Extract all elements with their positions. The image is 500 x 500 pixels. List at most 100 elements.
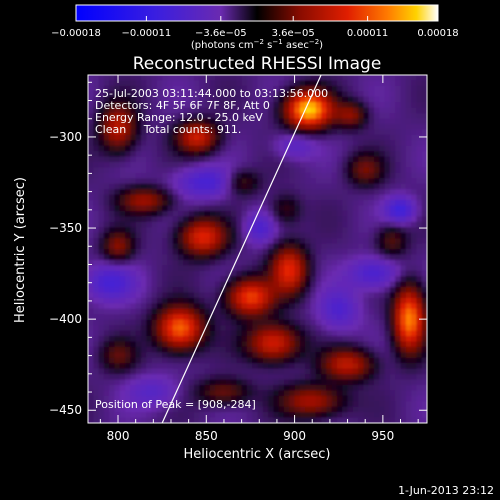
heatmap-cell <box>188 390 195 397</box>
heatmap-cell <box>98 189 105 196</box>
heatmap-cell <box>172 156 179 163</box>
heatmap-cell <box>400 346 407 353</box>
heatmap-cell <box>358 102 365 109</box>
heatmap-cell <box>310 107 317 114</box>
heatmap-cell <box>209 221 216 228</box>
heatmap-cell <box>262 276 269 283</box>
heatmap-cell <box>326 308 333 315</box>
heatmap-cell <box>400 91 407 98</box>
heatmap-cell <box>278 379 285 386</box>
colorbar-tick-label: −0.00018 <box>51 28 101 39</box>
heatmap-cell <box>204 249 211 256</box>
heatmap-cell <box>199 102 206 109</box>
heatmap-cell <box>379 140 386 147</box>
heatmap-cell <box>209 123 216 130</box>
heatmap-cell <box>114 102 121 109</box>
heatmap-cell <box>236 401 243 408</box>
heatmap-cell <box>368 113 375 120</box>
heatmap-cell <box>252 107 259 114</box>
heatmap-cell <box>315 194 322 201</box>
heatmap-cell <box>88 140 94 147</box>
heatmap-cell <box>193 205 200 212</box>
heatmap-cell <box>209 314 216 321</box>
heatmap-cell <box>130 303 137 310</box>
heatmap-cell <box>246 254 253 261</box>
heatmap-cell <box>363 178 370 185</box>
heatmap-cell <box>225 374 232 381</box>
heatmap-cell <box>183 221 190 228</box>
heatmap-cell <box>125 178 131 185</box>
heatmap-cell <box>305 178 312 185</box>
heatmap-cell <box>336 303 343 310</box>
heatmap-cell <box>172 363 179 370</box>
heatmap-cell <box>135 395 142 402</box>
heatmap-cell <box>199 178 206 185</box>
heatmap-cell <box>114 162 121 169</box>
heatmap-cell <box>193 336 200 343</box>
heatmap-cell <box>405 75 412 82</box>
heatmap-cell <box>405 303 412 310</box>
heatmap-cell <box>156 276 163 283</box>
heatmap-cell <box>209 412 216 419</box>
heatmap-cell <box>109 96 116 103</box>
heatmap-cell <box>315 216 322 223</box>
heatmap-cell <box>379 319 386 326</box>
heatmap-cell <box>215 172 222 179</box>
heatmap-cell <box>225 352 232 359</box>
heatmap-cell <box>352 308 359 315</box>
heatmap-cell <box>299 205 306 212</box>
heatmap-cell <box>188 200 195 207</box>
heatmap-cell <box>336 417 343 423</box>
heatmap-cell <box>193 145 200 152</box>
heatmap-cell <box>199 189 206 196</box>
heatmap-cell <box>162 336 169 343</box>
heatmap-cell <box>321 91 327 98</box>
heatmap-cell <box>114 129 121 136</box>
heatmap-cell <box>125 401 131 408</box>
heatmap-cell <box>241 80 248 87</box>
heatmap-cell <box>236 357 243 364</box>
heatmap-cell <box>299 330 306 337</box>
heatmap-cell <box>246 412 253 419</box>
heatmap-cell <box>88 259 94 266</box>
heatmap-cell <box>183 254 190 261</box>
heatmap-cell <box>363 162 370 169</box>
heatmap-cell <box>220 183 227 190</box>
heatmap-cell <box>336 308 343 315</box>
heatmap-cell <box>236 156 243 163</box>
heatmap-cell <box>151 102 158 109</box>
heatmap-cell <box>315 134 322 141</box>
heatmap-cell <box>411 352 418 359</box>
heatmap-cell <box>188 238 195 245</box>
heatmap-cell <box>193 162 200 169</box>
heatmap-cell <box>162 232 169 239</box>
heatmap-cell <box>199 200 206 207</box>
heatmap-cell <box>98 123 105 130</box>
heatmap-cell <box>199 96 206 103</box>
heatmap-cell <box>289 401 296 408</box>
heatmap-cell <box>114 368 121 375</box>
heatmap-cell <box>326 113 333 120</box>
heatmap-cell <box>374 287 380 294</box>
heatmap-cell <box>384 390 391 397</box>
heatmap-cell <box>135 129 142 136</box>
heatmap-cell <box>231 238 237 245</box>
heatmap-cell <box>125 303 131 310</box>
heatmap-cell <box>257 336 264 343</box>
heatmap-cell <box>336 368 343 375</box>
heatmap-cell <box>368 221 375 228</box>
heatmap-cell <box>268 287 274 294</box>
heatmap-cell <box>421 259 427 266</box>
heatmap-cell <box>135 341 142 348</box>
heatmap-cell <box>405 238 412 245</box>
heatmap-cell <box>262 368 269 375</box>
heatmap-cell <box>395 395 402 402</box>
heatmap-cell <box>262 319 269 326</box>
heatmap-cell <box>98 167 105 174</box>
heatmap-cell <box>294 395 301 402</box>
heatmap-cell <box>140 357 147 364</box>
heatmap-cell <box>204 265 211 272</box>
heatmap-cell <box>119 145 126 152</box>
heatmap-cell <box>125 210 131 217</box>
heatmap-cell <box>347 341 354 348</box>
